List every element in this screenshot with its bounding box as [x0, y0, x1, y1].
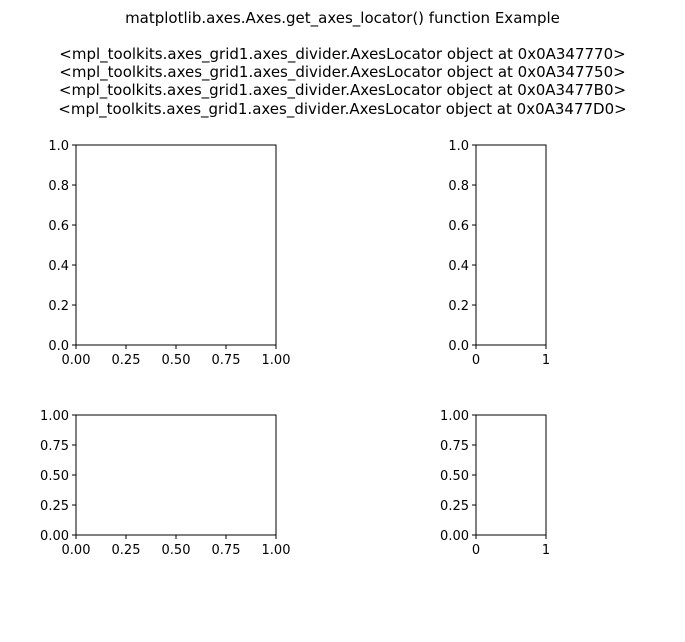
x-tick-label: 0.25 [112, 353, 141, 368]
y-tick-label: 1.0 [448, 139, 469, 154]
y-tick-label: 0.2 [48, 299, 69, 314]
x-tick-label: 1 [542, 543, 550, 558]
axes-top-right: 0 1 0.0 0.2 0.4 0.6 0.8 1.0 [448, 139, 550, 368]
axes-bottom-left: 0.00 0.25 0.50 0.75 1.00 0.00 0.25 0.50 0.75 1.00 [40, 409, 290, 558]
axes-top-left: 0.00 0.25 0.50 0.75 1.00 0.0 0.2 0.4 0.6 0.8 1.0 [48, 139, 290, 368]
y-tick-label: 1.0 [48, 139, 69, 154]
y-tick-label: 0.25 [440, 499, 469, 514]
x-tick-label: 0.50 [162, 543, 191, 558]
y-tick-label: 0.00 [440, 529, 469, 544]
y-tick-label: 0.00 [40, 529, 69, 544]
axes-frame [75, 414, 277, 536]
x-tick-label: 0 [472, 543, 480, 558]
y-tick-label: 0.2 [448, 299, 469, 314]
axes-frame [475, 414, 547, 536]
locator-line-4: <mpl_toolkits.axes_grid1.axes_divider.Ax… [58, 100, 627, 118]
y-tick-label: 1.00 [440, 409, 469, 424]
x-tick-label: 0.50 [162, 353, 191, 368]
y-tick-label: 0.6 [448, 219, 469, 234]
y-tick-label: 0.50 [440, 469, 469, 484]
axes-bottom-right: 0 1 0.00 0.25 0.50 0.75 1.00 [440, 409, 550, 558]
y-tick-label: 0.75 [40, 439, 69, 454]
x-tick-label: 1.00 [262, 543, 291, 558]
y-tick-label: 0.75 [440, 439, 469, 454]
y-tick-label: 0.8 [48, 179, 69, 194]
y-tick-label: 1.00 [40, 409, 69, 424]
locator-line-2: <mpl_toolkits.axes_grid1.axes_divider.Ax… [59, 63, 626, 81]
y-tick-label: 0.25 [40, 499, 69, 514]
y-tick-label: 0.4 [448, 259, 469, 274]
x-tick-label: 0.75 [212, 353, 241, 368]
x-tick-label: 1 [542, 353, 550, 368]
y-tick-label: 0.6 [48, 219, 69, 234]
y-tick-label: 0.50 [40, 469, 69, 484]
x-tick-label: 0.25 [112, 543, 141, 558]
x-tick-label: 0.00 [62, 353, 91, 368]
x-tick-label: 0 [472, 353, 480, 368]
x-tick-label: 0.75 [212, 543, 241, 558]
y-tick-label: 0.8 [448, 179, 469, 194]
y-tick-label: 0.4 [48, 259, 69, 274]
x-tick-label: 1.00 [262, 353, 291, 368]
y-tick-label: 0.0 [48, 339, 69, 354]
y-tick-label: 0.0 [448, 339, 469, 354]
axes-frame [75, 144, 277, 346]
figure-title: matplotlib.axes.Axes.get_axes_locator() … [125, 9, 560, 27]
locator-line-3: <mpl_toolkits.axes_grid1.axes_divider.Ax… [58, 81, 627, 99]
x-tick-label: 0.00 [62, 543, 91, 558]
locator-line-1: <mpl_toolkits.axes_grid1.axes_divider.Ax… [59, 45, 626, 63]
axes-frame [475, 144, 547, 346]
